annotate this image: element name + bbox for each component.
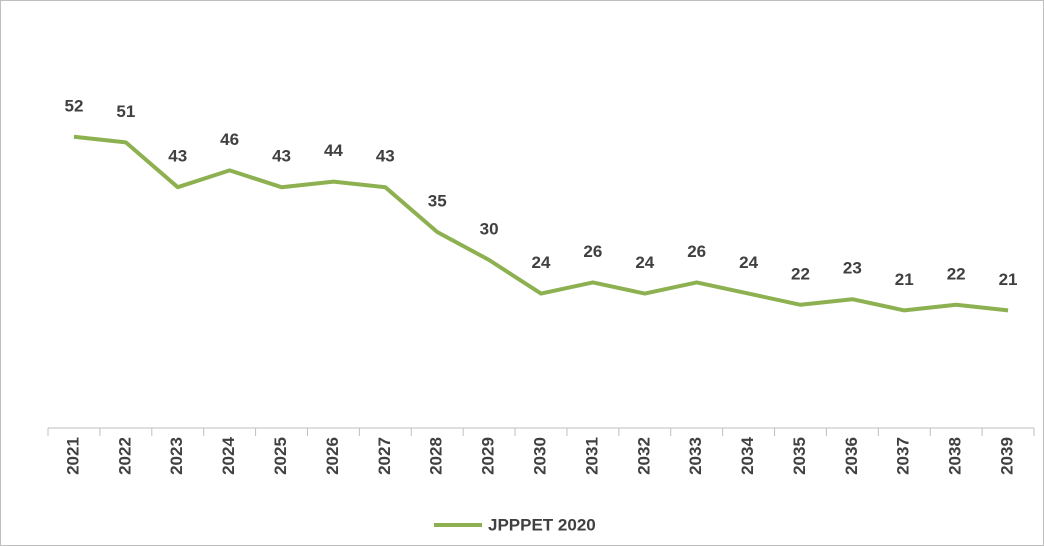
data-label: 24	[739, 253, 758, 272]
x-tick-label: 2030	[530, 437, 549, 475]
x-tick-label: 2032	[634, 437, 653, 475]
x-tick-label: 2028	[427, 437, 446, 475]
data-label: 43	[272, 147, 291, 166]
x-tick-label: 2037	[894, 437, 913, 475]
x-tick-label: 2034	[738, 437, 757, 475]
x-tick-label: 2038	[946, 437, 965, 475]
data-label: 23	[843, 259, 862, 278]
data-label: 24	[532, 253, 551, 272]
x-tick-label: 2039	[998, 437, 1017, 475]
x-tick-label: 2023	[167, 437, 186, 475]
data-label: 30	[480, 219, 499, 238]
data-label: 21	[999, 270, 1018, 289]
data-label: 52	[64, 96, 83, 115]
data-label: 43	[376, 147, 395, 166]
data-label: 35	[428, 191, 447, 210]
x-tick-label: 2031	[582, 437, 601, 475]
data-label: 43	[168, 147, 187, 166]
series-line	[73, 134, 1009, 313]
x-tick-label: 2027	[375, 437, 394, 475]
x-tick-label: 2024	[219, 437, 238, 475]
x-tick-label: 2036	[842, 437, 861, 475]
data-label: 44	[324, 141, 343, 160]
data-label: 26	[687, 242, 706, 261]
x-tick-label: 2022	[115, 437, 134, 475]
data-label: 22	[947, 264, 966, 283]
data-label: 26	[583, 242, 602, 261]
legend-label: JPPPET 2020	[488, 515, 596, 534]
data-label: 24	[635, 253, 654, 272]
data-label: 51	[116, 102, 135, 121]
x-tick-label: 2033	[686, 437, 705, 475]
x-tick-label: 2035	[790, 437, 809, 475]
data-label: 21	[895, 270, 914, 289]
x-tick-label: 2025	[271, 437, 290, 475]
x-tick-label: 2029	[479, 437, 498, 475]
data-label: 22	[791, 264, 810, 283]
x-tick-label: 2026	[323, 437, 342, 475]
data-label: 46	[220, 130, 239, 149]
x-tick-label: 2021	[63, 437, 82, 475]
